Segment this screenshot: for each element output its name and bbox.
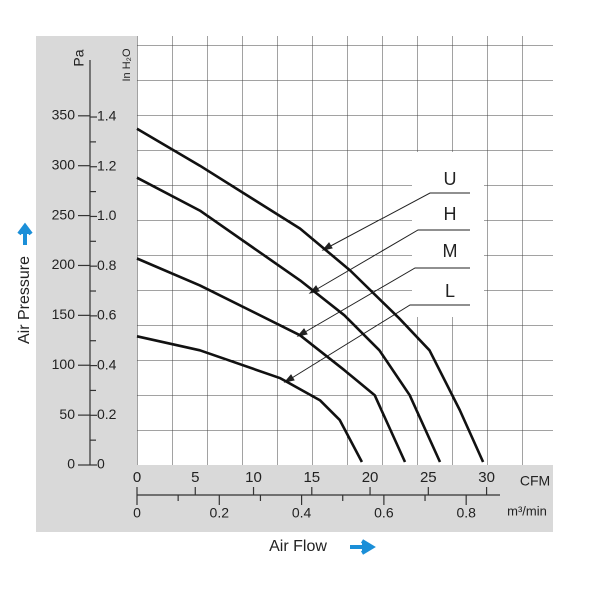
y-tick-label: 200: [52, 256, 76, 272]
x-tick-label: 30: [478, 469, 495, 486]
x-tick-label: 0: [133, 469, 141, 486]
legend-box: [412, 152, 484, 317]
x2-tick-label: 0: [133, 505, 141, 521]
x-tick-label: 15: [303, 469, 320, 486]
x-tick-label: 20: [362, 469, 379, 486]
x-arrow: [350, 539, 376, 555]
x-tick-label: 25: [420, 469, 437, 486]
y-tick-label: 350: [52, 107, 76, 123]
x2-tick-label: 0.8: [456, 505, 476, 521]
y2-tick-label: 0: [97, 456, 105, 472]
y-unit: Pa: [71, 49, 87, 66]
legend-label: L: [445, 281, 455, 301]
y2-tick-label: 1.2: [97, 157, 117, 173]
x-tick-label: 10: [245, 469, 262, 486]
x2-tick-label: 0.2: [210, 505, 230, 521]
legend-label: M: [443, 241, 458, 261]
y2-tick-label: 0.8: [97, 257, 117, 273]
y-tick-label: 0: [67, 456, 75, 472]
y-tick-label: 100: [52, 356, 76, 372]
y-tick-label: 50: [59, 406, 75, 422]
y-tick-label: 250: [52, 206, 76, 222]
y-axis-title: Air Pressure: [16, 256, 33, 344]
y-tick-label: 150: [52, 306, 76, 322]
x2-tick-label: 0.4: [292, 505, 312, 521]
grid: [137, 36, 553, 465]
curve: [136, 335, 364, 463]
y2-tick-label: 1.0: [97, 207, 117, 223]
y2-tick-label: 0.4: [97, 356, 117, 372]
y-arrow: [17, 222, 33, 245]
curve: [136, 257, 407, 463]
x-unit: CFM: [520, 473, 550, 489]
y2-tick-label: 0.6: [97, 307, 117, 323]
x-tick-label: 5: [191, 469, 199, 486]
y2-unit: In H₂O: [121, 48, 133, 81]
x-axis-title: Air Flow: [269, 538, 327, 555]
curve: [136, 176, 442, 463]
y2-tick-label: 1.4: [97, 108, 117, 124]
y-tick-label: 300: [52, 156, 76, 172]
curve: [136, 127, 485, 463]
legend-label: H: [444, 204, 457, 224]
x2-tick-label: 0.6: [374, 505, 394, 521]
y2-tick-label: 0.2: [97, 406, 117, 422]
legend-label: U: [444, 169, 457, 189]
x2-unit: m³/min: [507, 503, 547, 518]
